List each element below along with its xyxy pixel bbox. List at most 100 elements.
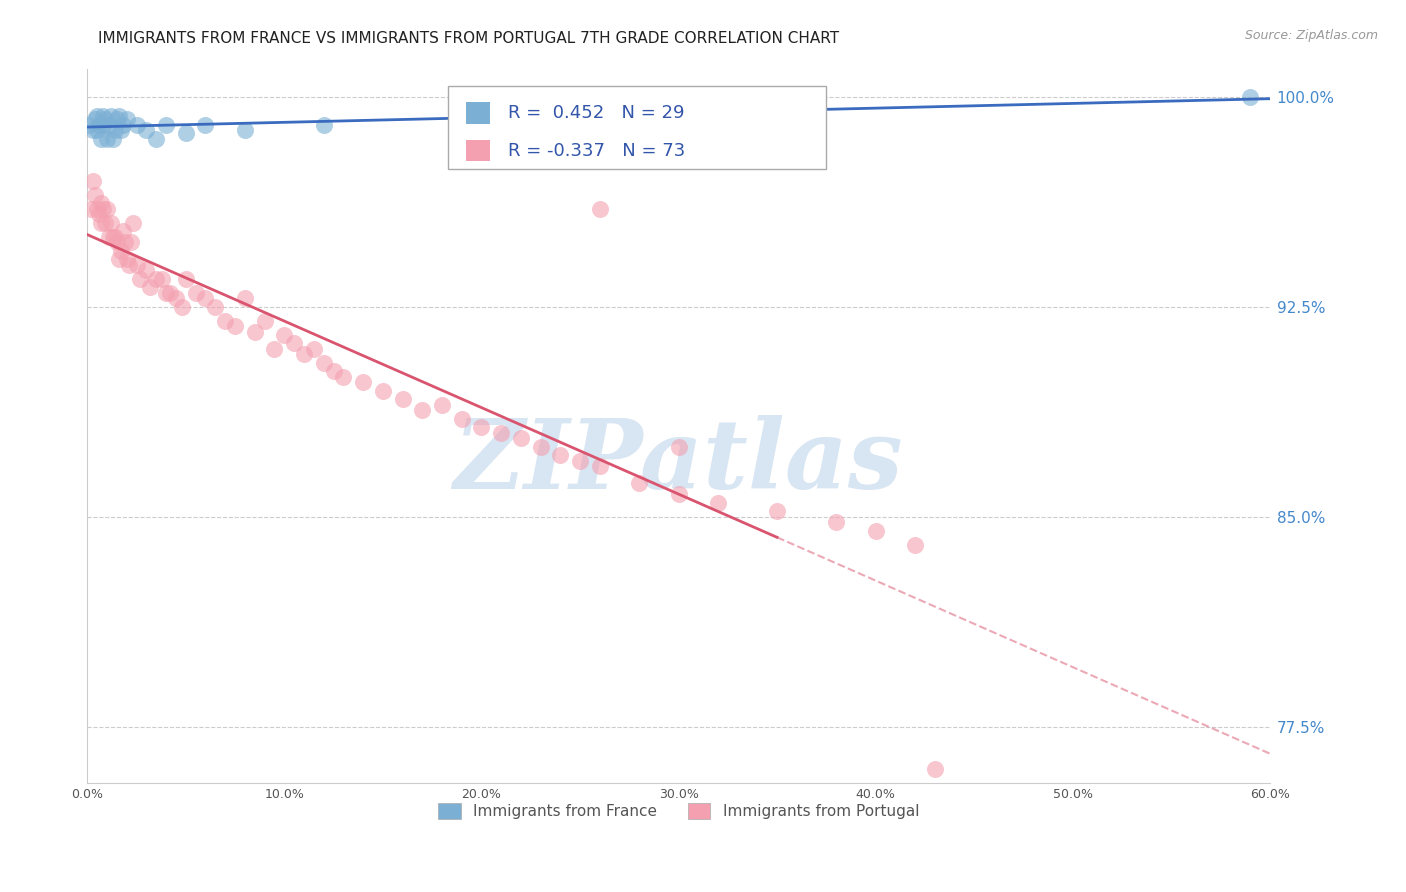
Point [253, 314, 276, 328]
Point [115, 252, 138, 266]
Point [194, 118, 217, 132]
Point [273, 327, 295, 342]
Point [97, 118, 120, 132]
Point [84, 187, 107, 202]
Point [91, 202, 114, 216]
Point [224, 319, 246, 334]
Point [135, 263, 157, 277]
Point [135, 123, 157, 137]
Point [589, 459, 612, 474]
Point [1239, 89, 1261, 103]
Point [104, 123, 127, 137]
Point [129, 271, 152, 285]
Point [312, 118, 335, 132]
Point [104, 229, 127, 244]
Point [668, 440, 690, 454]
Point [82, 173, 104, 187]
Point [121, 216, 143, 230]
Point [110, 123, 132, 137]
Point [94, 216, 117, 230]
Point [145, 271, 167, 285]
Point [470, 420, 492, 434]
Point [170, 300, 193, 314]
Point [100, 109, 122, 123]
Point [117, 258, 139, 272]
Point [174, 126, 197, 140]
Point [243, 325, 266, 339]
Point [904, 538, 927, 552]
Point [111, 118, 134, 132]
Point [90, 131, 112, 145]
Point [184, 285, 207, 300]
Text: R =  0.452   N = 29: R = 0.452 N = 29 [508, 103, 685, 122]
Point [77, 118, 100, 132]
Point [87, 207, 110, 221]
Point [450, 411, 472, 425]
Point [114, 235, 136, 250]
Point [150, 271, 173, 285]
Point [589, 202, 612, 216]
Point [125, 258, 148, 272]
Point [174, 271, 197, 285]
Point [84, 112, 107, 126]
Point [96, 131, 118, 145]
Point [86, 123, 108, 137]
Point [707, 496, 730, 510]
Point [548, 448, 571, 462]
Point [668, 487, 690, 501]
Point [90, 196, 112, 211]
Point [233, 123, 256, 137]
Point [105, 235, 128, 250]
Point [159, 285, 181, 300]
Point [302, 342, 325, 356]
Point [371, 384, 394, 398]
Point [86, 109, 108, 123]
Point [332, 369, 354, 384]
Point [194, 291, 217, 305]
Point [204, 300, 226, 314]
Point [105, 112, 128, 126]
Point [90, 216, 112, 230]
Point [292, 347, 315, 361]
Point [352, 376, 374, 390]
Point [111, 224, 134, 238]
Text: Source: ZipAtlas.com: Source: ZipAtlas.com [1244, 29, 1378, 42]
Point [94, 112, 117, 126]
Point [125, 118, 148, 132]
Text: R = -0.337   N = 73: R = -0.337 N = 73 [508, 142, 686, 160]
Point [107, 252, 129, 266]
Point [110, 244, 132, 258]
Point [283, 336, 305, 351]
Legend: Immigrants from France, Immigrants from Portugal: Immigrants from France, Immigrants from … [432, 797, 925, 825]
Point [165, 291, 187, 305]
Point [86, 202, 108, 216]
Point [322, 364, 344, 378]
FancyBboxPatch shape [465, 102, 491, 123]
Point [214, 314, 236, 328]
Point [82, 123, 104, 137]
Point [87, 118, 110, 132]
Point [924, 762, 946, 776]
Point [263, 342, 285, 356]
Point [80, 202, 103, 216]
Point [509, 431, 531, 445]
Point [107, 109, 129, 123]
FancyBboxPatch shape [465, 140, 491, 161]
Point [145, 131, 167, 145]
Point [569, 454, 592, 468]
Point [766, 504, 789, 518]
Point [391, 392, 413, 406]
Point [91, 109, 114, 123]
Text: IMMIGRANTS FROM FRANCE VS IMMIGRANTS FROM PORTUGAL 7TH GRADE CORRELATION CHART: IMMIGRANTS FROM FRANCE VS IMMIGRANTS FRO… [98, 31, 839, 46]
Point [155, 118, 177, 132]
Point [865, 524, 887, 538]
Point [100, 216, 122, 230]
Point [312, 356, 335, 370]
Point [489, 425, 512, 440]
Point [120, 235, 142, 250]
Point [101, 131, 124, 145]
Point [825, 516, 848, 530]
Point [101, 229, 124, 244]
Point [155, 285, 177, 300]
Point [97, 229, 120, 244]
